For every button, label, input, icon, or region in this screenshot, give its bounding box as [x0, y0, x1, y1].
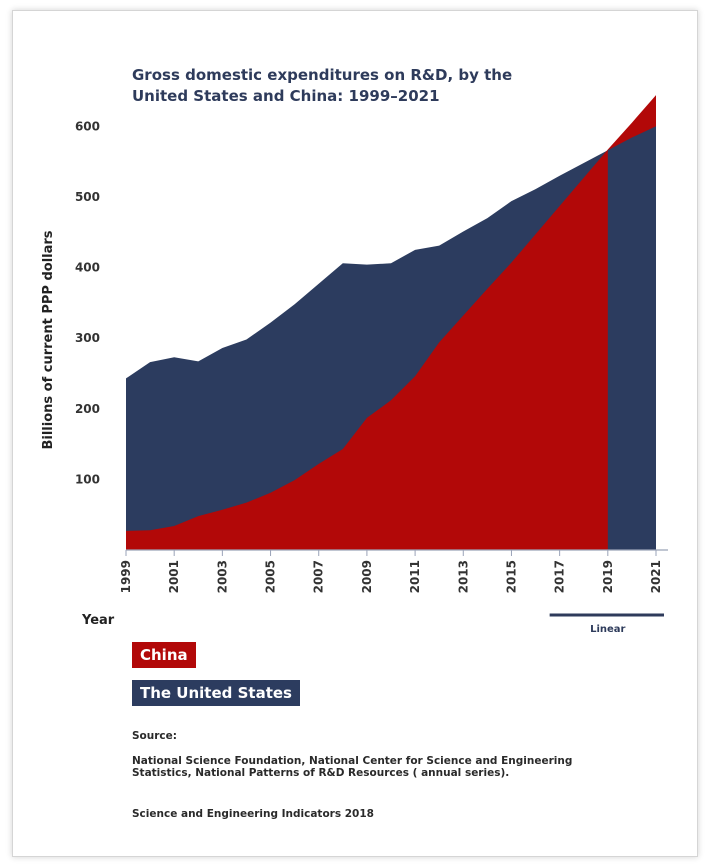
x-axis-label: Year — [81, 613, 115, 628]
y-tick-label-300: 300 — [75, 331, 100, 345]
x-tick-label-2005: 2005 — [264, 560, 278, 593]
x-tick-label-2011: 2011 — [408, 560, 422, 593]
y-tick-label-200: 200 — [75, 402, 100, 416]
y-tick-label-100: 100 — [75, 472, 100, 486]
series-area-united-states-projection — [607, 126, 656, 550]
x-tick-label-2021: 2021 — [649, 560, 663, 593]
source-note: Science and Engineering Indicators 2018 — [132, 808, 374, 820]
x-tick-label-2009: 2009 — [360, 560, 374, 593]
plot-area: 100 200 300 400 500 600 1999 2001 2003 2005 2007 20… — [75, 95, 668, 635]
x-tick-label-2001: 2001 — [167, 560, 181, 593]
x-tick-label-2013: 2013 — [456, 560, 470, 593]
y-tick-label-500: 500 — [75, 190, 100, 204]
x-tick-label-1999: 1999 — [119, 560, 133, 593]
x-tick-label-2019: 2019 — [601, 560, 615, 593]
y-tick-label-600: 600 — [75, 119, 100, 133]
linear-annotation-label: Linear — [590, 624, 625, 635]
x-tick-label-2003: 2003 — [215, 560, 229, 593]
y-tick-label-400: 400 — [75, 261, 100, 275]
chart-title-line-2: United States and China: 1999–2021 — [132, 87, 440, 105]
series-area-china — [126, 95, 656, 551]
y-axis-label: Billions of current PPP dollars — [41, 230, 56, 449]
x-tick-label-2015: 2015 — [504, 560, 518, 593]
source-label: Source: — [132, 730, 177, 742]
legend-united-states: The United States — [132, 680, 300, 706]
legend-china: China — [132, 642, 196, 668]
x-tick-label-2007: 2007 — [312, 560, 326, 593]
chart-title-line-1: Gross domestic expenditures on R&D, by t… — [132, 66, 512, 84]
x-tick-label-2017: 2017 — [553, 560, 567, 593]
source-text: National Science Foundation, National Ce… — [132, 755, 573, 779]
